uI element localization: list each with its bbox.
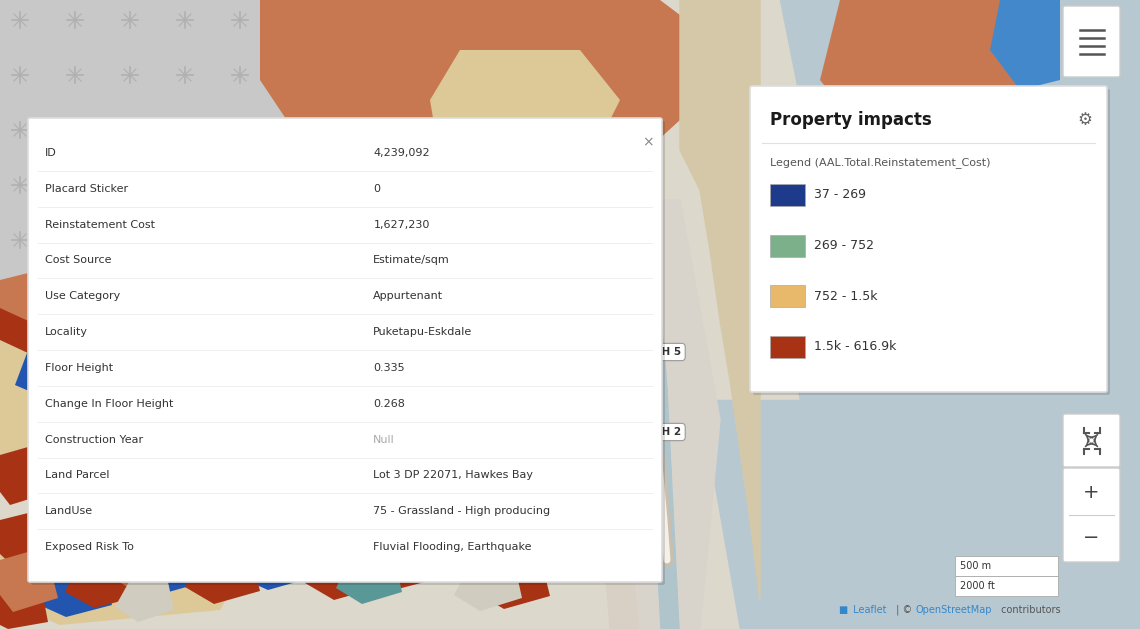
FancyBboxPatch shape <box>770 235 805 257</box>
Text: 269 - 752: 269 - 752 <box>814 239 874 252</box>
Polygon shape <box>340 360 530 500</box>
Polygon shape <box>65 548 140 608</box>
Text: Construction Year: Construction Year <box>44 435 144 445</box>
Text: Floor Height: Floor Height <box>44 363 113 373</box>
Polygon shape <box>210 465 292 530</box>
Text: Fluvial Flooding, Earthquake: Fluvial Flooding, Earthquake <box>374 542 532 552</box>
Polygon shape <box>35 557 112 617</box>
Text: Land Parcel: Land Parcel <box>44 470 109 481</box>
Text: Change In Floor Height: Change In Floor Height <box>44 399 173 409</box>
Polygon shape <box>182 272 268 334</box>
FancyBboxPatch shape <box>770 285 805 307</box>
Polygon shape <box>78 282 165 344</box>
Text: OpenStreetMap: OpenStreetMap <box>917 605 993 615</box>
Text: Appurtenant: Appurtenant <box>374 291 443 301</box>
Polygon shape <box>70 360 220 470</box>
Polygon shape <box>0 292 72 353</box>
Polygon shape <box>35 422 115 485</box>
Polygon shape <box>0 265 78 324</box>
Text: −: − <box>1083 528 1100 547</box>
Polygon shape <box>365 528 440 590</box>
Polygon shape <box>820 0 1050 140</box>
Text: 752 - 1.5k: 752 - 1.5k <box>814 289 878 303</box>
Text: Locality: Locality <box>44 327 88 337</box>
Polygon shape <box>432 332 508 396</box>
Text: 2000 ft: 2000 ft <box>960 581 995 591</box>
Text: ■: ■ <box>838 605 847 615</box>
Polygon shape <box>470 447 547 511</box>
Text: LandUse: LandUse <box>44 506 93 516</box>
Polygon shape <box>430 50 620 195</box>
FancyBboxPatch shape <box>955 556 1058 576</box>
Text: ⚙: ⚙ <box>1077 111 1092 129</box>
Text: 0.268: 0.268 <box>374 399 405 409</box>
Text: SH 2: SH 2 <box>654 427 682 437</box>
Polygon shape <box>105 527 180 591</box>
Polygon shape <box>115 310 195 375</box>
Text: Reinstatement Cost: Reinstatement Cost <box>44 220 155 230</box>
Polygon shape <box>475 547 549 609</box>
Text: 1.5k - 616.9k: 1.5k - 616.9k <box>814 340 896 353</box>
Polygon shape <box>780 0 1140 200</box>
Polygon shape <box>15 335 95 400</box>
Polygon shape <box>86 478 162 540</box>
Polygon shape <box>180 340 380 510</box>
Polygon shape <box>0 547 58 612</box>
Polygon shape <box>0 508 60 568</box>
FancyBboxPatch shape <box>750 86 1107 392</box>
Polygon shape <box>0 580 48 629</box>
Polygon shape <box>440 460 570 570</box>
Text: Exposed Risk To: Exposed Risk To <box>44 542 133 552</box>
Text: 75 - Grassland - High producing: 75 - Grassland - High producing <box>374 506 551 516</box>
FancyBboxPatch shape <box>28 118 662 582</box>
FancyBboxPatch shape <box>1062 468 1119 562</box>
Polygon shape <box>306 537 380 600</box>
Text: 500 m: 500 m <box>960 561 991 571</box>
Polygon shape <box>700 400 1140 629</box>
Text: Cost Source: Cost Source <box>44 255 112 265</box>
Polygon shape <box>127 532 204 595</box>
Polygon shape <box>0 380 109 480</box>
Polygon shape <box>462 388 538 452</box>
Text: 1,627,230: 1,627,230 <box>374 220 430 230</box>
Polygon shape <box>296 435 375 500</box>
Text: Leaflet: Leaflet <box>850 605 887 615</box>
Text: +: + <box>1083 483 1100 502</box>
Polygon shape <box>0 0 350 280</box>
Text: contributors: contributors <box>998 605 1060 615</box>
Polygon shape <box>990 0 1060 90</box>
Polygon shape <box>503 367 580 432</box>
Polygon shape <box>190 300 270 368</box>
Polygon shape <box>264 300 355 368</box>
Polygon shape <box>241 286 328 352</box>
Text: Puketapu-Eskdale: Puketapu-Eskdale <box>374 327 473 337</box>
Polygon shape <box>0 320 280 500</box>
Polygon shape <box>527 334 593 388</box>
Polygon shape <box>230 346 312 412</box>
Polygon shape <box>336 548 402 604</box>
FancyBboxPatch shape <box>31 121 665 585</box>
Text: | ©: | © <box>893 604 915 615</box>
Polygon shape <box>185 542 260 604</box>
Text: ID: ID <box>44 148 57 158</box>
Polygon shape <box>428 518 500 577</box>
Text: Null: Null <box>374 435 396 445</box>
Text: Estimate/sqm: Estimate/sqm <box>374 255 450 265</box>
Polygon shape <box>160 402 245 463</box>
Polygon shape <box>515 467 592 532</box>
Polygon shape <box>454 553 522 611</box>
Polygon shape <box>679 0 760 600</box>
Text: 0: 0 <box>374 184 381 194</box>
Text: 4,239,092: 4,239,092 <box>374 148 430 158</box>
Polygon shape <box>544 448 617 509</box>
Polygon shape <box>580 250 700 629</box>
Text: Legend (AAL.Total.Reinstatement_Cost): Legend (AAL.Total.Reinstatement_Cost) <box>770 157 991 169</box>
Text: SH 5: SH 5 <box>654 347 682 357</box>
Polygon shape <box>760 200 1140 400</box>
FancyBboxPatch shape <box>754 89 1110 395</box>
Text: Use Category: Use Category <box>44 291 120 301</box>
Polygon shape <box>342 388 418 452</box>
Polygon shape <box>363 488 437 550</box>
Polygon shape <box>93 357 176 422</box>
